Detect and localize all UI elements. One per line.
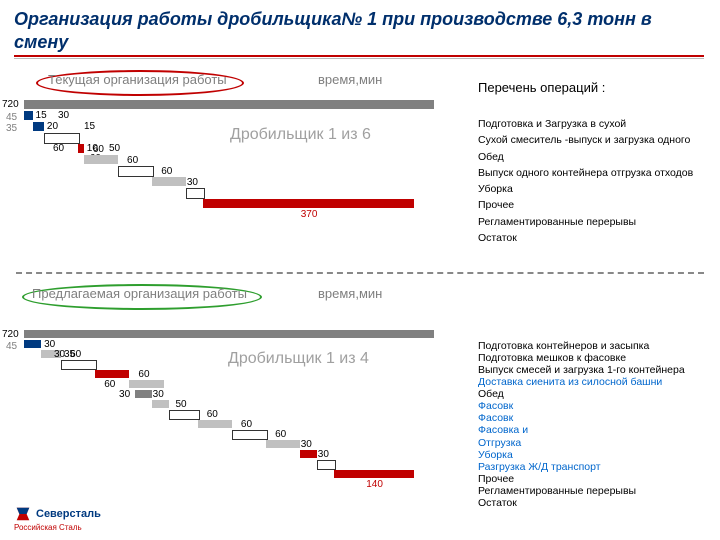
ops-item: Прочее [478,197,693,213]
section2-sub: Дробильщик 1 из 4 [228,350,369,368]
bar-label: 50 [175,399,186,410]
ops-item: Остаток [478,230,693,246]
bar [24,330,434,338]
bar [203,199,414,208]
bar-label: 60 [70,349,81,360]
bar-label: 370 [301,209,318,220]
ops-list-proposed: Подготовка контейнеров и засыпкаПодготов… [478,340,685,509]
section2-label: Предлагаемая организация работы [32,286,247,301]
ops-title: Перечень операций : [478,80,605,95]
bar-label: 20 [47,121,58,132]
ops-item: Уборка [478,181,693,197]
ops-item: Фасовк [478,400,685,412]
bar [24,111,33,120]
bar-label: 60 [93,144,104,155]
bar-label-extra: 30 [58,110,69,121]
ops-list-current: Подготовка и Загрузка в сухойСухой смеси… [478,116,693,246]
bar-label: 60 [138,369,149,380]
page-title: Организация работы дробильщика№ 1 при пр… [14,8,674,53]
bar [78,144,84,153]
bar-label: 30 [301,439,312,450]
bar-label: 30 [187,177,198,188]
bar [186,188,205,199]
bar [334,470,414,478]
ops-item: Доставка сиенита из силосной башни [478,376,685,388]
bar [317,460,336,470]
bar [84,155,118,164]
bar-label: 60 [127,155,138,166]
bar-left-note: 35 [6,123,17,134]
ops-item: Обед [478,149,693,165]
logo: Северсталь Российская Сталь [14,505,101,532]
ops-item: Регламентированные перерывы [478,214,693,230]
bar [300,450,317,458]
bar [169,410,199,420]
ops-item: Подготовка контейнеров и засыпка [478,340,685,352]
bar [232,430,268,440]
bar-label: 140 [366,479,383,490]
bar-label: 60 [241,419,252,430]
logo-icon [14,505,32,523]
ops-item: Прочее [478,473,685,485]
ops-item: Регламентированные перерывы [478,485,685,497]
bar [24,340,41,348]
ops-item: Обед [478,388,685,400]
ops-item: Подготовка мешков к фасовке [478,352,685,364]
section1-time: время,мин [318,72,382,87]
bar [33,122,44,131]
bar [152,400,169,408]
bar [95,370,129,378]
bar-label: 30 [318,449,329,460]
bar [135,390,152,398]
bar [61,360,97,370]
ops-item: Выпуск одного контейнера отгрузка отходо… [478,165,693,181]
bar-label: 30 [153,389,164,400]
bar-label: 60 [161,166,172,177]
logo-sub: Российская Сталь [14,523,101,532]
ops-item: Разгрузка Ж/Д транспорт [478,461,685,473]
bar-label: 30 [119,389,130,400]
bar-label: 720 [2,329,19,340]
ops-item: Остаток [478,497,685,509]
bar-label: 720 [2,99,19,110]
ops-item: Отгрузка [478,437,685,449]
ops-item: Сухой смеситель -выпуск и загрузка одног… [478,132,693,148]
bar-label: 15 [36,110,47,121]
bar [118,166,154,177]
bar-label-extra: 15 [84,121,95,132]
section2-time: время,мин [318,286,382,301]
divider-red [14,55,704,57]
ops-item: Фасовка и [478,424,685,436]
bar-label: 60 [207,409,218,420]
bar-label: 60 [275,429,286,440]
bar-label: 60 [53,143,64,154]
bar [24,100,434,109]
bar-left-note: 45 [6,341,17,352]
bar-left-note: 45 [6,112,17,123]
bar [129,380,163,388]
ops-item: Подготовка и Загрузка в сухой [478,116,693,132]
slide: Организация работы дробильщика№ 1 при пр… [0,0,720,540]
divider-gray [14,58,704,59]
ops-item: Уборка [478,449,685,461]
section1-sub: Дробильщик 1 из 6 [230,126,371,144]
ops-item: Выпуск смесей и загрузка 1-го контейнера [478,364,685,376]
ops-item: Фасовк [478,412,685,424]
dash-divider [16,272,704,274]
bar [266,440,300,448]
logo-brand: Северсталь [36,508,101,520]
bar [152,177,186,186]
bar [198,420,232,428]
bar-label-extra: 50 [109,143,120,154]
section1-label: Текущая организация работы [48,72,227,87]
bar-label-extra: 30 [54,349,65,360]
bar-label: 60 [104,379,115,390]
